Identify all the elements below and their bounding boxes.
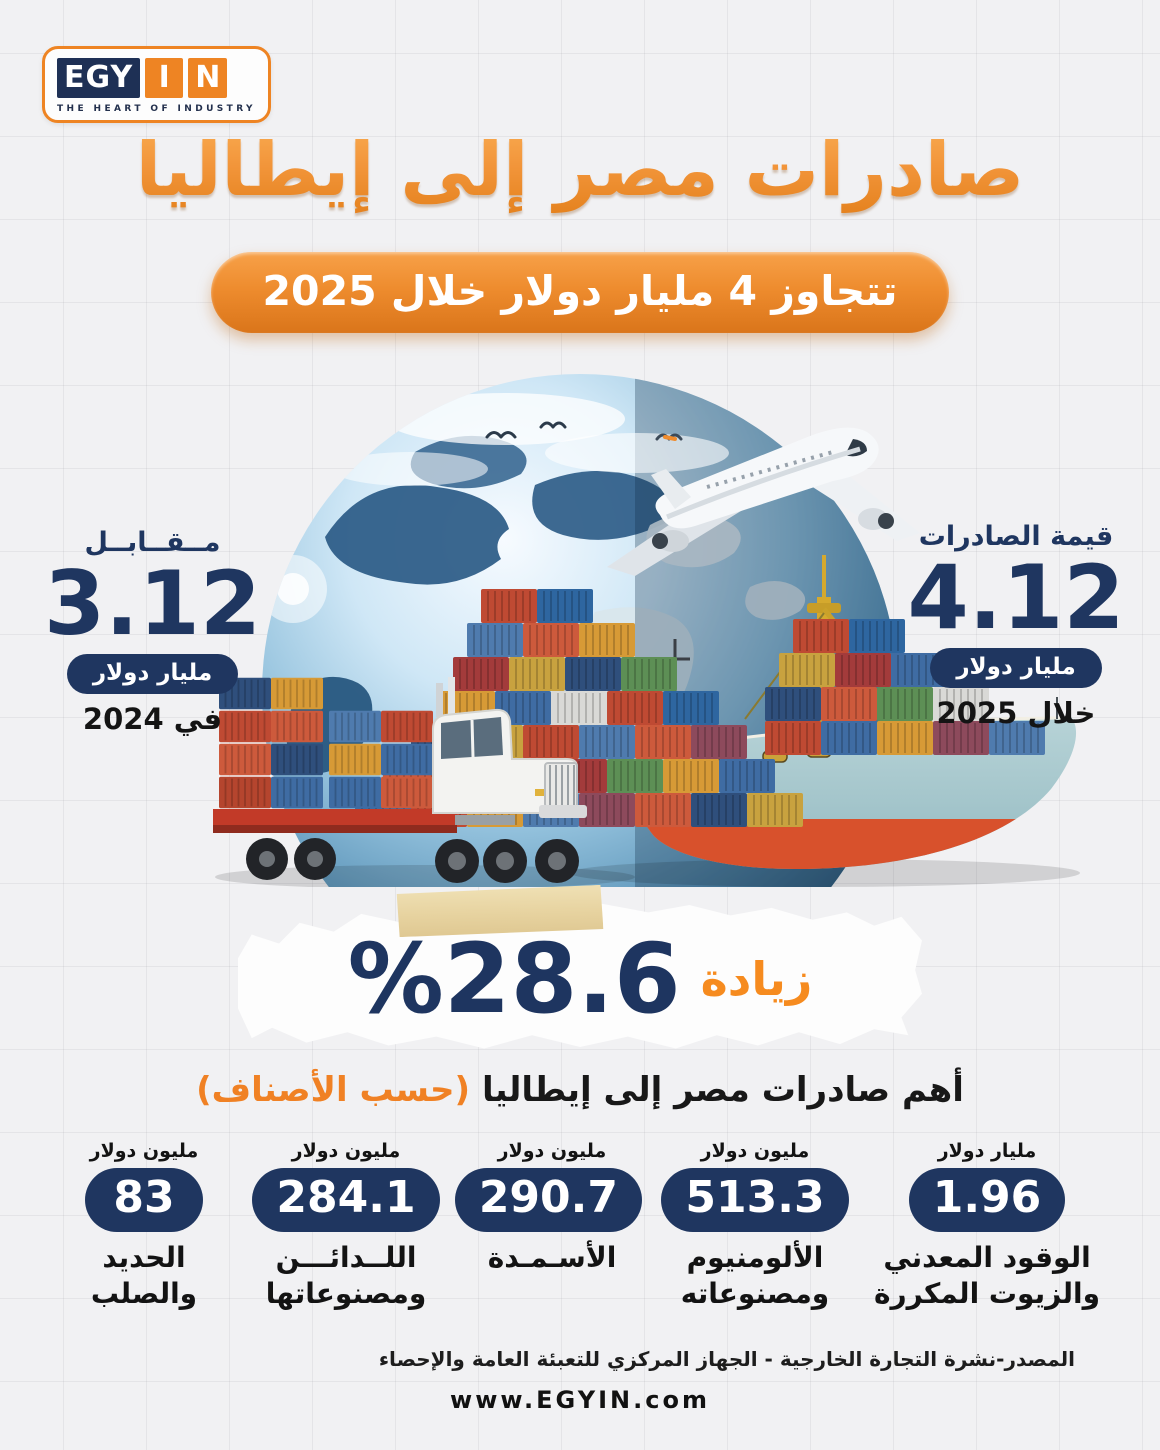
stat-2025-value: 4.12: [907, 546, 1125, 649]
category-name: الوقود المعدني والزيوت المكررة: [873, 1240, 1101, 1310]
categories-section-title: أهم صادرات مصر إلى إيطاليا (حسب الأصناف): [0, 1070, 1160, 1110]
stat-2025-period: خلال 2025: [936, 696, 1096, 731]
logo-i-box: I: [145, 58, 184, 98]
egyin-logo: EGY I N THE HEART OF INDUSTRY: [42, 46, 271, 123]
categories-title-highlight: (حسب الأصناف): [196, 1070, 471, 1110]
category-fertilizers: مليون دولار 290.7 الأسـمـدة: [454, 1140, 642, 1276]
category-name: الألومنيوم ومصنوعاته: [680, 1240, 830, 1310]
category-aluminum: مليون دولار 513.3 الألومنيوم ومصنوعاته: [659, 1140, 851, 1312]
categories-row: مليار دولار 1.96 الوقود المعدني والزيوت …: [58, 1140, 1106, 1312]
logo-row: EGY I N: [57, 58, 256, 98]
page-title: صادرات مصر إلى إيطاليا: [0, 124, 1160, 217]
category-unit: مليون دولار: [700, 1140, 810, 1162]
categories-title-text: أهم صادرات مصر إلى إيطاليا: [481, 1070, 964, 1110]
stat-2024: مــقــابــل 3.12 مليار دولار في 2024: [40, 527, 265, 736]
stat-2024-unit: مليار دولار: [66, 654, 239, 695]
hero-illustration: [205, 357, 1085, 1010]
stat-2024-label: مــقــابــل: [84, 527, 221, 558]
increase-row: زيادة %28.6: [238, 902, 922, 1050]
page-subtitle: تتجاوز 4 مليار دولار خلال 2025: [210, 252, 950, 333]
category-unit: مليون دولار: [291, 1140, 401, 1162]
stat-2025-label: قيمة الصادرات: [918, 521, 1114, 552]
category-plastics: مليون دولار 284.1 اللــدائـــن ومصنوعاته…: [247, 1140, 445, 1312]
category-value-pill: 83: [85, 1168, 203, 1232]
subtitle-wrap: تتجاوز 4 مليار دولار خلال 2025: [0, 252, 1160, 333]
logo-egy-box: EGY: [57, 58, 141, 98]
category-name: الحديد والصلب: [90, 1240, 198, 1310]
truck-illustration: [213, 677, 587, 883]
category-value-pill: 284.1: [252, 1168, 440, 1232]
category-value-pill: 513.3: [661, 1168, 849, 1232]
stat-2025: قيمة الصادرات 4.12 مليار دولار خلال 2025: [906, 521, 1126, 730]
increase-label: زيادة: [700, 952, 813, 1006]
category-unit: مليون دولار: [497, 1140, 607, 1162]
globe-trade-scene: [213, 374, 1080, 1010]
airplane-illustration: [607, 427, 920, 576]
birds-icon: [485, 421, 683, 441]
stat-2024-value: 3.12: [43, 552, 262, 655]
increase-value: %28.6: [347, 923, 681, 1035]
category-value-pill: 1.96: [908, 1168, 1066, 1232]
category-name: اللــدائـــن ومصنوعاتها: [265, 1240, 427, 1310]
increase-banner: زيادة %28.6: [238, 902, 922, 1050]
stat-2024-period: في 2024: [82, 702, 223, 737]
logo-n-box: N: [188, 58, 228, 98]
website-url: www.EGYIN.com: [450, 1386, 710, 1414]
category-mineral-fuel: مليار دولار 1.96 الوقود المعدني والزيوت …: [868, 1140, 1106, 1312]
stat-2025-unit: مليار دولار: [930, 648, 1102, 689]
category-value-pill: 290.7: [454, 1168, 642, 1232]
source-note: المصدر-نشرة التجارة الخارجية - الجهاز ال…: [378, 1347, 1075, 1371]
ship-shadow: [570, 859, 1080, 887]
category-iron-steel: مليون دولار 83 الحديد والصلب: [58, 1140, 230, 1312]
category-unit: مليار دولار: [937, 1140, 1037, 1162]
logo-tagline: THE HEART OF INDUSTRY: [57, 104, 256, 114]
category-unit: مليون دولار: [89, 1140, 199, 1162]
category-name: الأسـمـدة: [487, 1240, 617, 1274]
